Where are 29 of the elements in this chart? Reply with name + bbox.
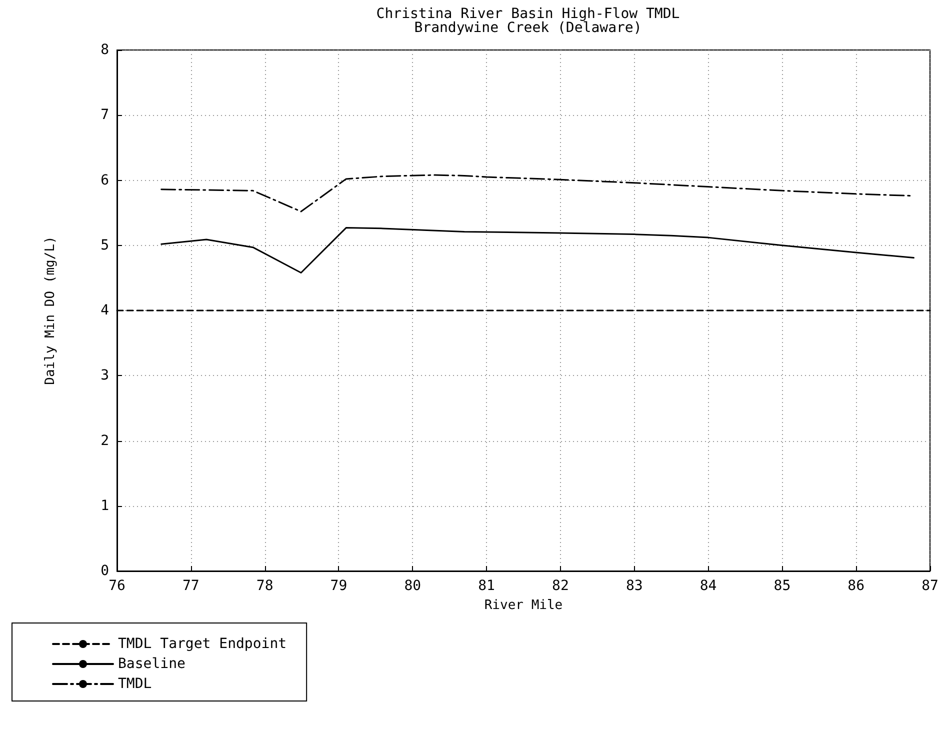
x-tick-label: 76: [108, 578, 126, 594]
y-tick-label: 7: [100, 107, 109, 124]
x-tick-label: 77: [182, 578, 200, 594]
y-axis-title: Daily Min DO (mg/L): [43, 236, 58, 385]
x-tick-label: 83: [626, 578, 643, 594]
x-tick-label: 82: [552, 578, 569, 594]
x-tick-label: 80: [404, 578, 422, 594]
line-series: [160, 227, 914, 274]
y-tick-label: 8: [100, 42, 109, 58]
y-tick-label: 1: [100, 498, 109, 514]
y-tick-label: 5: [100, 237, 109, 254]
x-tick-label: 78: [256, 578, 274, 594]
legend-label: Baseline: [118, 656, 186, 672]
x-tick-label: 81: [478, 578, 495, 594]
y-tick-label: 2: [100, 432, 109, 449]
x-axis-title: River Mile: [484, 598, 563, 613]
legend-label: TMDL: [118, 676, 152, 692]
y-tick-label: 4: [100, 302, 109, 318]
x-tick-label: 86: [848, 578, 865, 594]
y-tick-label: 0: [100, 563, 109, 579]
x-tick-label: 84: [700, 578, 717, 594]
x-tick-label: 85: [774, 578, 791, 594]
y-tick-label: 6: [100, 172, 109, 188]
chart-title: Christina River Basin High-Flow TMDL: [376, 6, 680, 22]
x-tick-label: 87: [922, 578, 938, 594]
legend-label: TMDL Target Endpoint: [118, 636, 287, 652]
x-tick-label: 79: [330, 578, 348, 594]
y-tick-label: 3: [100, 368, 109, 384]
chart-subtitle: Brandywine Creek (Delaware): [414, 20, 642, 36]
